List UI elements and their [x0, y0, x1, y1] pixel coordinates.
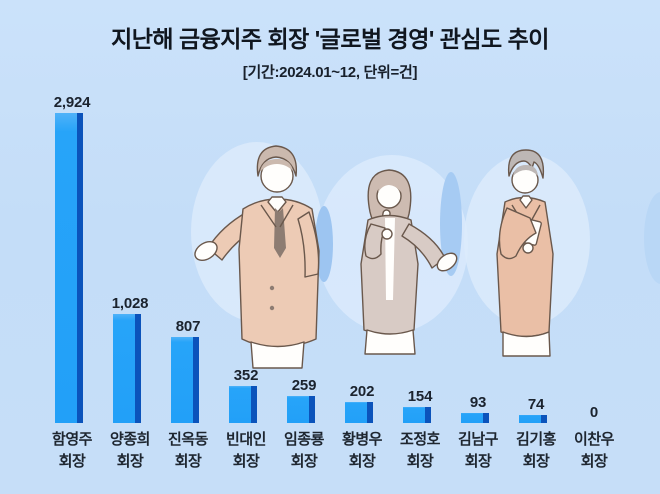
- category-label: 김기홍 회장: [516, 431, 556, 470]
- bar-column: 0: [565, 90, 623, 423]
- bar-value-label: 154: [407, 388, 433, 405]
- bar-value-label: 352: [233, 367, 259, 384]
- bar: [55, 113, 83, 423]
- chart-title: 지난해 금융지주 회장 '글로벌 경영' 관심도 추이: [111, 26, 549, 52]
- category-label: 함영주 회장: [52, 431, 92, 470]
- bar-value-label: 2,924: [53, 94, 91, 111]
- category-label: 황병우 회장: [342, 431, 382, 470]
- bar: [229, 386, 257, 423]
- bar: [113, 314, 141, 423]
- bar-column: 93: [449, 90, 507, 423]
- category-axis: 함영주 회장 양종희 회장 진옥동 회장 빈대인 회장 임종룡 회장 황병우 회장 조정호 회장 김남구 회장…: [43, 429, 623, 475]
- man-reading-document-illustration: [496, 149, 554, 357]
- bar: [403, 407, 431, 423]
- bar-value-label: 93: [469, 394, 487, 411]
- bar-value-label: 0: [589, 404, 599, 421]
- bar-chart-plot-area: 2,924 1,028 807 352 259 202 154 93 74 0: [43, 90, 623, 423]
- bar-column: 1,028: [101, 90, 159, 423]
- bar: [171, 337, 199, 423]
- bar-column: 259: [275, 90, 333, 423]
- bar: [461, 413, 489, 423]
- bar: [287, 396, 315, 423]
- bar: [519, 415, 547, 423]
- bar: [345, 402, 373, 423]
- category-label: 조정호 회장: [400, 431, 440, 470]
- bar-value-label: 74: [527, 396, 545, 413]
- bar-column: 352: [217, 90, 275, 423]
- bar-column: 202: [333, 90, 391, 423]
- category-label: 임종룡 회장: [284, 431, 324, 470]
- bar-value-label: 1,028: [111, 295, 149, 312]
- category-label: 빈대인 회장: [226, 431, 266, 470]
- bar-column: 807: [159, 90, 217, 423]
- bar-value-label: 259: [291, 377, 317, 394]
- man-presenting-illustration: [194, 145, 320, 369]
- bar-value-label: 202: [349, 383, 375, 400]
- category-label: 진옥동 회장: [168, 431, 208, 470]
- bar-column: 2,924: [43, 90, 101, 423]
- woman-with-microphone-illustration: [360, 169, 458, 355]
- bar-value-label: 807: [175, 318, 201, 335]
- category-label: 이찬우 회장: [574, 431, 614, 470]
- bar-column: 154: [391, 90, 449, 423]
- category-label: 김남구 회장: [458, 431, 498, 470]
- chart-subtitle: [기간:2024.01~12, 단위=건]: [242, 64, 418, 81]
- category-label: 양종희 회장: [110, 431, 150, 470]
- bar-column: 74: [507, 90, 565, 423]
